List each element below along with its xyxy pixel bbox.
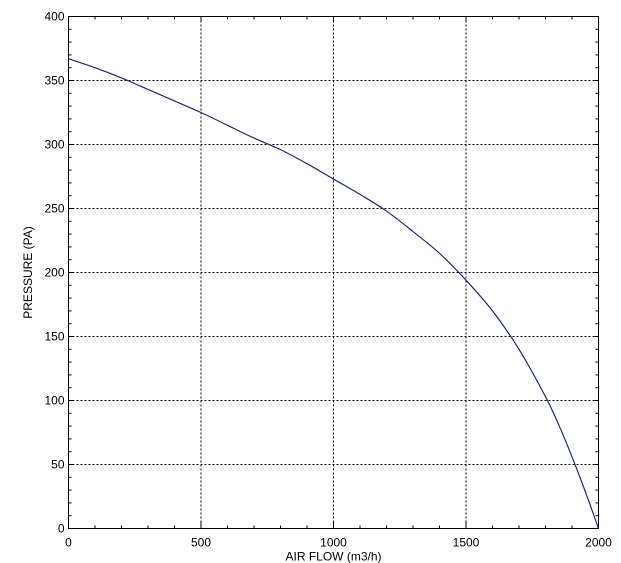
grid-lines [68,16,599,529]
plot-frame [68,16,599,529]
y-tick-label: 100 [44,394,64,408]
x-tick-label: 500 [191,536,211,550]
y-axis-label: PRESSURE (PA) [21,226,35,318]
y-tick-label: 50 [51,458,65,472]
series-layer [68,58,600,529]
y-tick-label: 400 [44,10,64,24]
y-tick-label: 200 [44,266,64,280]
x-tick-labels: 0 500 1000 1500 2000 [65,536,612,550]
x-tick-label: 1500 [453,536,480,550]
x-tick-label: 0 [65,536,72,550]
x-axis-label: AIR FLOW (m3/h) [285,550,381,563]
pressure-curve-line [68,58,600,529]
y-tick-label: 0 [58,522,65,536]
y-tick-labels: 0 50 100 150 200 250 300 350 400 [44,10,64,536]
y-tick-label: 150 [44,330,64,344]
y-tick-label: 300 [44,138,64,152]
x-tick-label: 2000 [585,536,612,550]
y-tick-label: 250 [44,202,64,216]
y-tick-label: 350 [44,74,64,88]
x-tick-label: 1000 [320,536,347,550]
